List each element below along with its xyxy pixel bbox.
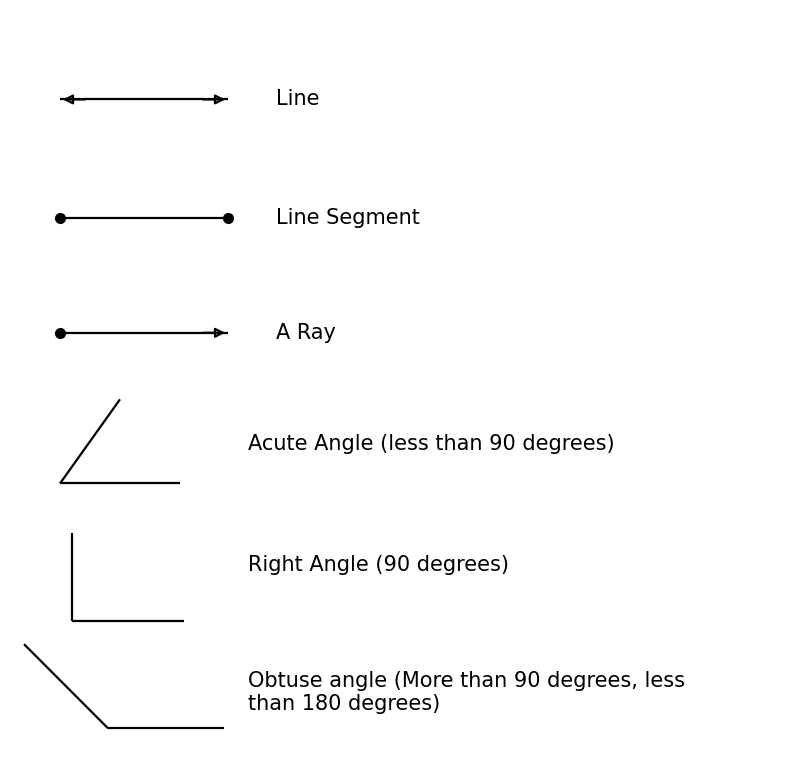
Text: Acute Angle (less than 90 degrees): Acute Angle (less than 90 degrees): [248, 434, 614, 454]
Text: Obtuse angle (More than 90 degrees, less
than 180 degrees): Obtuse angle (More than 90 degrees, less…: [248, 671, 685, 714]
Text: Line: Line: [276, 90, 319, 109]
Text: Line Segment: Line Segment: [276, 208, 420, 228]
Text: Right Angle (90 degrees): Right Angle (90 degrees): [248, 555, 509, 575]
Text: A Ray: A Ray: [276, 323, 336, 343]
